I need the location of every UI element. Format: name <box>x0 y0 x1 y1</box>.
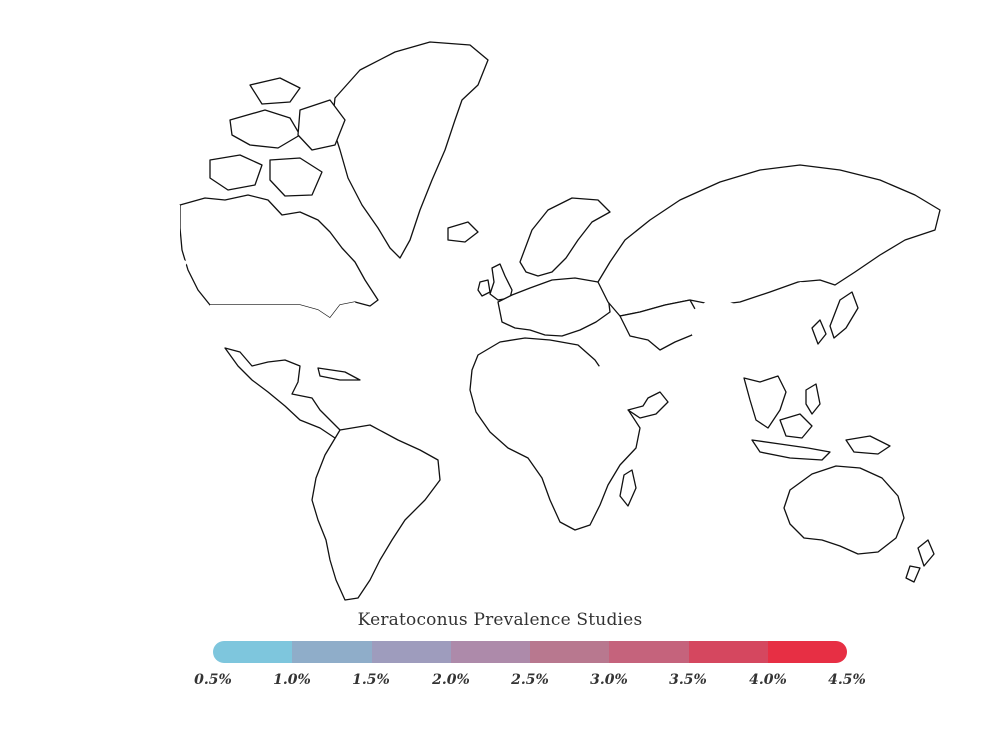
legend-tick: 3.0% <box>590 672 628 688</box>
philippines-shape <box>805 383 821 415</box>
arctic-island-shape <box>209 154 263 191</box>
africa-shape <box>469 337 641 531</box>
mexico-shape <box>224 347 351 443</box>
madagascar-shape <box>619 469 637 507</box>
legend-tick: 3.5% <box>669 672 707 688</box>
new-zealand-shape <box>917 539 935 567</box>
legend-segment <box>292 641 372 663</box>
legend-segment <box>371 641 451 663</box>
greenland-shape <box>331 41 489 259</box>
japan-shape <box>829 291 859 339</box>
legend-tick: 2.5% <box>511 672 549 688</box>
legend-tick: 1.5% <box>352 672 390 688</box>
yemen-oman-shape <box>627 391 669 419</box>
india-shape <box>666 346 728 422</box>
legend-segment <box>688 641 768 663</box>
russia-shape <box>597 164 941 317</box>
borneo-shape <box>779 413 813 439</box>
arctic-island-shape <box>249 77 301 105</box>
usa-shape <box>210 302 362 375</box>
indonesia-shape <box>751 439 831 461</box>
arctic-island-shape <box>269 157 323 197</box>
alaska-shape <box>100 192 188 272</box>
legend-segment <box>213 641 293 663</box>
cuba-shape <box>317 367 361 381</box>
iceland-shape <box>447 221 479 243</box>
legend-title: Keratoconus Prevalence Studies <box>357 610 643 630</box>
legend-tick: 2.0% <box>432 672 470 688</box>
world-map <box>100 41 941 601</box>
europe-shape <box>497 277 611 337</box>
australia-shape <box>783 465 905 555</box>
saudi-arabia-shape <box>590 364 648 410</box>
new-guinea-shape <box>845 435 891 455</box>
legend-segment <box>767 641 847 663</box>
canada-shape <box>179 194 379 319</box>
legend-color-bar <box>213 641 847 663</box>
legend-tick: 0.5% <box>194 672 232 688</box>
legend-segment <box>609 641 689 663</box>
iran-shape <box>612 336 665 376</box>
arctic-island-shape <box>297 99 346 151</box>
uk-shape <box>489 263 513 301</box>
legend-segment <box>530 641 610 663</box>
legend-tick: 1.0% <box>273 672 311 688</box>
ireland-shape <box>477 279 491 297</box>
korea-shape <box>811 319 827 345</box>
legend-tick: 4.0% <box>749 672 787 688</box>
legend-tick: 4.5% <box>828 672 866 688</box>
legend-segment <box>450 641 530 663</box>
scandinavia-shape <box>519 197 611 277</box>
china-shape <box>690 282 836 382</box>
southeast-asia-shape <box>743 375 787 429</box>
arctic-island-shape <box>229 109 301 149</box>
new-zealand-shape <box>905 565 921 583</box>
legend-tick-labels: 0.5% 1.0% 1.5% 2.0% 2.5% 3.0% 3.5% 4.0% … <box>0 672 1000 692</box>
south-america-shape <box>311 424 441 601</box>
